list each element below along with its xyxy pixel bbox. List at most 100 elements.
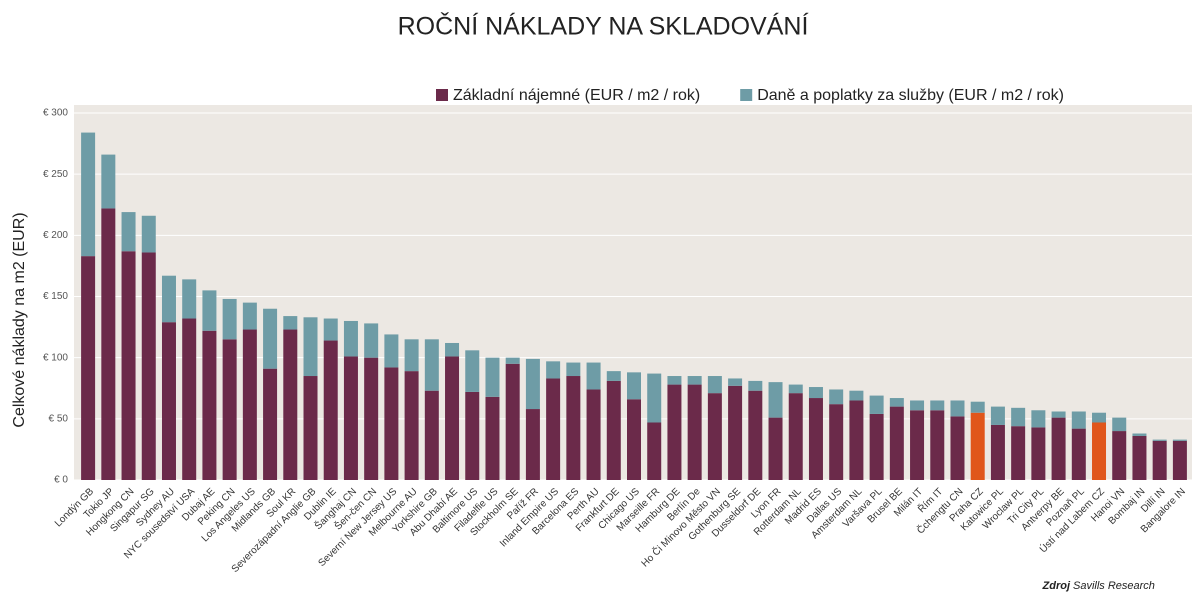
bar-segment [283,316,298,330]
bar-segment [525,409,540,480]
bar-segment [303,317,318,377]
bar-segment [404,371,419,480]
bar-segment [505,363,520,480]
bar-segment [1071,428,1086,480]
bar-segment [263,368,278,480]
bar-segment [1011,426,1026,480]
bar-segment [505,357,520,364]
bar-segment [1031,410,1046,428]
bar-segment [950,416,965,480]
bar-segment [263,308,278,369]
bar-segment [768,417,783,480]
bar-segment [950,400,965,417]
source-label: Zdroj [1042,580,1071,592]
bar-segment [81,132,96,257]
bar-segment [546,378,561,480]
bar-segment [445,356,460,480]
bar-segment [242,302,257,330]
bar-segment [202,290,217,331]
bar-segment [748,390,763,480]
y-tick-label: € 250 [43,169,68,180]
bar-segment [687,384,702,480]
bar-segment [161,275,176,323]
bar-segment [808,387,823,399]
bar-segment [404,339,419,372]
y-tick-label: € 150 [43,291,68,302]
bar-segment [424,390,439,480]
bar-segment [1051,411,1066,418]
bar-segment [81,256,96,480]
y-tick-label: € 50 [49,413,69,424]
bar-segment [930,400,945,411]
bar-segment [930,410,945,480]
bar-segment [667,376,682,385]
bar-segment [1031,427,1046,480]
bar-segment [970,412,985,480]
bar-segment [970,401,985,413]
bar-segment [323,340,338,480]
bar-segment [869,413,884,480]
bar-segment [323,318,338,341]
bar-segment [445,342,460,357]
bar-segment [627,372,641,400]
bar-segment [343,356,358,480]
bar-segment [101,208,116,481]
bar-segment [728,378,743,386]
bar-segment [546,361,561,379]
source: Savills Research [1073,580,1155,592]
bar-segment [586,389,601,480]
bar-segment [889,406,904,480]
bar-segment [364,323,379,358]
bar-segment [1092,412,1107,423]
bar-segment [141,215,156,253]
bar-segment [1112,417,1127,432]
bar-segment [687,376,702,385]
legend-label: Základní nájemné (EUR / m2 / rok) [453,87,700,104]
bar-segment [849,390,864,401]
bar-segment [222,298,237,340]
bar-segment [1132,433,1147,436]
y-tick-label: € 300 [43,108,68,119]
bar-segment [485,357,500,397]
bar-segment [485,396,500,480]
bar-segment [707,393,722,480]
bar-segment [788,393,803,480]
bar-segment [242,329,257,480]
legend-label: Daně a poplatky za služby (EUR / m2 / ro… [757,87,1064,104]
bar-segment [606,380,621,480]
y-tick-label: € 0 [54,475,68,486]
bar-segment [1172,439,1187,441]
bar-segment [566,376,581,480]
bar-segment [101,154,116,209]
bar-segment [121,212,136,252]
bar-segment [627,399,641,480]
bar-segment [141,252,156,480]
bar-segment [465,391,480,480]
bar-segment [707,376,722,394]
bar-segment [222,339,237,480]
bar-segment [121,251,136,480]
legend-swatch [740,89,753,101]
bar-segment [647,422,662,480]
y-tick-label: € 200 [43,230,68,241]
bar-segment [182,318,197,480]
bar-segment [748,380,763,391]
bar-segment [586,362,601,390]
bar-segment [384,334,399,368]
bar-segment [1011,407,1026,427]
y-axis-label: Celkové náklady na m2 (EUR) [11,212,28,427]
bar-segment [1152,439,1167,441]
bar-segment [829,404,844,480]
bar-segment [869,395,884,414]
bar-segment [1092,422,1107,480]
bar-segment [1112,431,1127,480]
bar-segment [768,382,783,418]
bar-segment [808,398,823,480]
chart-title: ROČNÍ NÁKLADY NA SKLADOVÁNÍ [398,12,809,41]
bar-segment [647,373,662,423]
bar-segment [525,358,540,410]
bar-segment [1132,435,1147,480]
bar-segment [364,357,379,480]
bar-segment [465,350,480,392]
